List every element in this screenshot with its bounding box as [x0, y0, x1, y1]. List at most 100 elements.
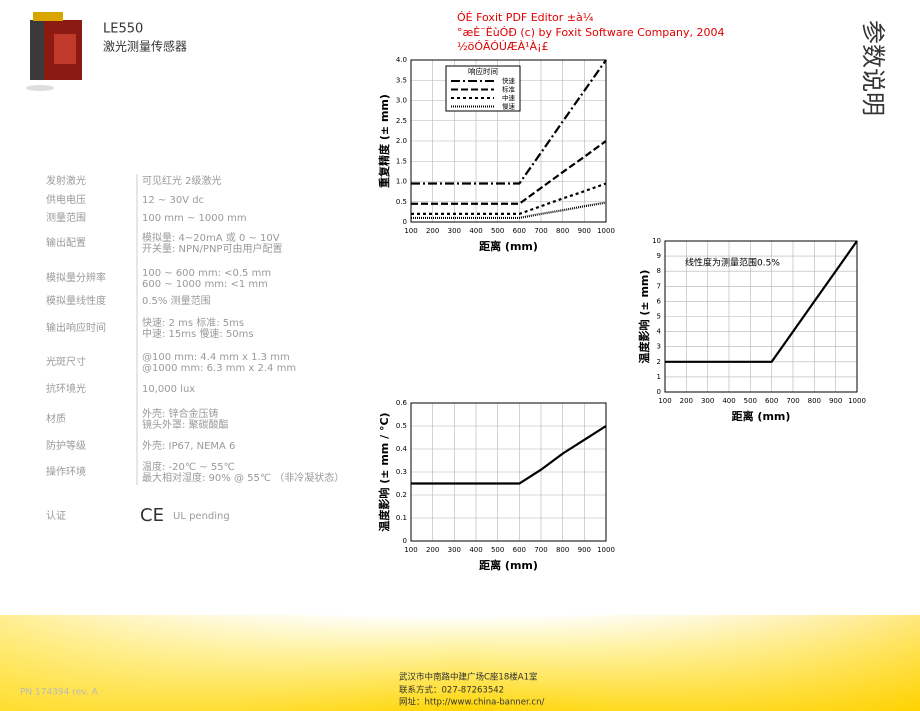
- y-tick-label: 0.5: [396, 422, 407, 430]
- spec-label: 发射激光: [46, 174, 86, 187]
- y-tick-label: 2.5: [396, 117, 407, 125]
- x-axis-label: 距离 (mm): [732, 409, 791, 423]
- spec-value: 外壳: IP67, NEMA 6: [142, 439, 235, 452]
- footer-band-shade: [0, 615, 920, 711]
- series-line: [411, 182, 607, 215]
- legend-title: 响应时间: [468, 66, 498, 76]
- y-tick-label: 3.5: [396, 76, 407, 84]
- x-tick-label: 700: [534, 227, 547, 235]
- spec-label: 抗环境光: [46, 382, 86, 395]
- x-tick-label: 900: [578, 546, 591, 554]
- x-tick-label: 900: [578, 227, 591, 235]
- spec-label: 操作环境: [46, 465, 86, 478]
- watermark-line: ÓÉ Foxit PDF Editor ±à¼­: [457, 11, 594, 24]
- x-axis-label: 距离 (mm): [479, 239, 538, 253]
- x-tick-label: 200: [680, 397, 693, 405]
- y-tick-label: 3: [657, 343, 661, 351]
- contact-line: 联系方式：027-87263542: [399, 685, 504, 696]
- spec-label: 模拟量线性度: [46, 294, 106, 307]
- x-tick-label: 400: [469, 546, 482, 554]
- spec-value: 中速: 15ms 慢速: 50ms: [142, 327, 254, 340]
- spec-value: 10,000 lux: [142, 384, 195, 395]
- spec-value: 镜头外罩: 聚碳酸酯: [142, 418, 229, 431]
- plot-frame: [664, 240, 858, 393]
- x-tick-label: 300: [701, 397, 714, 405]
- x-tick-label: 700: [786, 397, 799, 405]
- spec-value: 温度: -20℃ ~ 55℃: [142, 460, 235, 473]
- x-tick-label: 300: [448, 546, 461, 554]
- product-model: LE550: [103, 22, 143, 37]
- spec-value: 最大相对湿度: 90% @ 55℃ （非冷凝状态）: [142, 471, 344, 484]
- y-tick-label: 8: [657, 267, 661, 275]
- y-tick-label: 3.0: [396, 97, 407, 105]
- x-tick-label: 100: [404, 546, 417, 554]
- y-tick-label: 7: [657, 282, 661, 290]
- y-tick-label: 0.6: [396, 399, 408, 407]
- series-line: [411, 140, 607, 205]
- y-tick-label: 0.3: [396, 468, 407, 476]
- spec-label: 测量范围: [46, 211, 86, 224]
- spec-value: 100 ~ 600 mm: <0.5 mm: [142, 268, 271, 279]
- part-number: PN 174394 rev. A: [20, 688, 99, 698]
- y-tick-label: 1.0: [396, 178, 407, 186]
- x-tick-label: 200: [426, 546, 439, 554]
- spec-value: 100 mm ~ 1000 mm: [142, 213, 247, 224]
- x-tick-label: 400: [469, 227, 482, 235]
- series-line: [411, 201, 607, 220]
- x-tick-label: 100: [404, 227, 417, 235]
- spec-label: 输出配置: [46, 236, 86, 249]
- spec-value: 外壳: 锌合金压铸: [142, 407, 219, 420]
- x-tick-label: 700: [534, 546, 547, 554]
- spec-label: 材质: [46, 412, 66, 425]
- legend-label: 慢速: [502, 102, 516, 111]
- y-tick-label: 0.1: [396, 514, 407, 522]
- x-tick-label: 1000: [597, 227, 615, 235]
- y-tick-label: 5: [657, 313, 661, 321]
- spec-value: 开关量: NPN/PNP可由用户配置: [142, 242, 282, 255]
- contact: 武汉市中南路中建广场C座18楼A1室 联系方式：027-87263542 网址：…: [399, 672, 544, 708]
- x-tick-label: 1000: [848, 397, 866, 405]
- spec-label: 认证: [46, 509, 66, 522]
- x-tick-label: 800: [556, 546, 569, 554]
- x-tick-label: 1000: [597, 546, 615, 554]
- y-tick-label: 0: [403, 537, 407, 545]
- spec-label: 防护等级: [46, 439, 86, 452]
- spec-value: 可见红光 2级激光: [142, 174, 222, 187]
- plot-frame: [410, 402, 607, 542]
- y-axis-label: 重复精度 (± mm): [377, 94, 391, 188]
- spec-value: 12 ~ 30V dc: [142, 195, 204, 206]
- x-tick-label: 200: [426, 227, 439, 235]
- y-tick-label: 0: [403, 218, 407, 226]
- x-tick-label: 600: [513, 546, 526, 554]
- series-line: [665, 240, 858, 363]
- watermark-line: ½öÓÃÓÚÆÀ¹À¡£: [457, 40, 548, 53]
- spec-label: 输出响应时间: [46, 321, 106, 334]
- y-tick-label: 2: [657, 358, 661, 366]
- spec-value: 600 ~ 1000 mm: <1 mm: [142, 279, 268, 290]
- spec-value: @100 mm: 4.4 mm x 1.3 mm: [142, 352, 290, 363]
- x-tick-label: 600: [513, 227, 526, 235]
- y-axis-label: 温度影响 (± mm / °C): [377, 412, 391, 531]
- side-title: 参数说明: [859, 20, 887, 116]
- spec-value: UL pending: [173, 511, 230, 522]
- contact-line: 网址：http://www.china-banner.cn/: [399, 697, 544, 708]
- chart: 0 0.1 0.2 0.3 0.4 0.5 0.6 100 200 300 400 500 600 700…: [377, 399, 615, 572]
- y-tick-label: 0: [657, 388, 661, 396]
- spec-value: 模拟量: 4~20mA 或 0 ~ 10V: [142, 231, 280, 244]
- x-tick-label: 100: [658, 397, 671, 405]
- y-tick-label: 10: [652, 237, 661, 245]
- y-tick-label: 0.5: [396, 198, 407, 206]
- y-tick-label: 0.4: [396, 445, 408, 453]
- x-tick-label: 900: [829, 397, 842, 405]
- series-line: [411, 425, 607, 485]
- series-line: [411, 59, 607, 185]
- y-tick-label: 1.5: [396, 157, 407, 165]
- product-name: 激光测量传感器: [103, 39, 187, 54]
- legend-label: 快速: [502, 76, 516, 85]
- y-tick-label: 4.0: [396, 56, 407, 64]
- chart: 0 0.5 1.0 1.5 2.0 2.5 3.0 3.5 4.0 100 200 300 400 500…: [377, 56, 615, 253]
- y-tick-label: 9: [657, 252, 661, 260]
- spec-label: 模拟量分辨率: [46, 271, 106, 284]
- spec-value: @1000 mm: 6.3 mm x 2.4 mm: [142, 363, 296, 374]
